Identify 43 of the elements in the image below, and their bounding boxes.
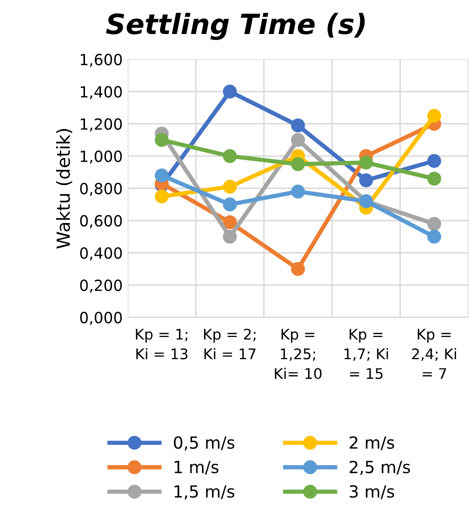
point (222, 215, 237, 230)
legend-label: 2 m/s (350, 436, 394, 450)
point (427, 108, 442, 123)
point (359, 156, 374, 170)
point (154, 189, 169, 204)
y-tick-label: 1,000 (80, 150, 122, 164)
point (154, 133, 169, 147)
x-tick-label: Kp = 1; Ki = 13 (136, 328, 188, 360)
point (154, 168, 169, 182)
legend-label: 0,5 m/s (174, 436, 234, 451)
x-tick-label: Kp = 1,25; Ki= 10 (274, 328, 322, 380)
y-tick-label: 1,400 (80, 86, 122, 100)
point (291, 262, 305, 276)
point (222, 180, 237, 194)
point (222, 84, 237, 99)
point (359, 173, 374, 188)
y-tick-label: 0,600 (80, 215, 122, 228)
legend-label: 3 m/s (350, 485, 394, 500)
point (222, 198, 237, 212)
legend-label: 1,5 m/s (174, 485, 234, 500)
point (427, 154, 442, 168)
point (427, 230, 442, 244)
point (291, 184, 305, 199)
y-tick-label: 0,000 (80, 312, 122, 325)
y-tick-label: 1,200 (80, 118, 122, 132)
chart-title: Settling Time (s) (106, 12, 365, 40)
point (291, 118, 305, 132)
x-tick-label: Kp = 2,4; Ki = 7 (412, 328, 456, 379)
point (427, 216, 442, 231)
y-tick-label: 1,600 (80, 54, 122, 67)
point (291, 133, 305, 147)
x-tick-label: Kp = 2; Ki = 17 (204, 328, 256, 360)
legend-label: 1 m/s (174, 460, 218, 475)
point (291, 157, 305, 172)
y-tick-label: 0,200 (80, 280, 122, 293)
y-tick-label: 0,800 (80, 182, 122, 196)
y-tick-label: 0,400 (80, 247, 122, 260)
point (222, 230, 237, 244)
point (222, 149, 237, 164)
legend-label: 2,5 m/s (350, 460, 410, 476)
point (427, 172, 442, 186)
y-axis-title: Waktu (detik) (56, 129, 72, 249)
x-tick-label: Kp = 1,7; Ki = 15 (344, 328, 388, 380)
